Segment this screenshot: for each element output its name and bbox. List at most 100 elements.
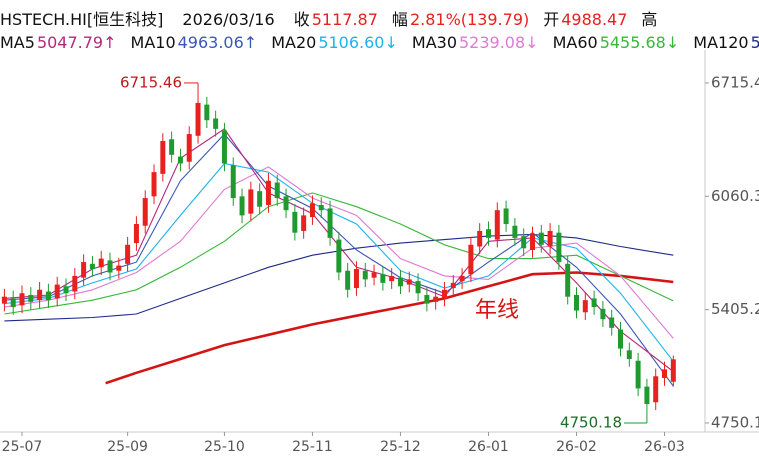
x-tick-label: 26-01 — [468, 439, 509, 455]
candle-body — [125, 244, 131, 264]
candle-body — [265, 180, 271, 205]
candle-body — [239, 196, 245, 216]
symbol: HSTECH.HI[恒生科技] — [0, 10, 164, 29]
x-tick-label: 25-12 — [380, 439, 421, 455]
candle-body — [204, 104, 210, 121]
candle-body — [529, 234, 535, 250]
legend-value: 4963.06↑ — [177, 33, 258, 52]
candle-body — [345, 270, 351, 290]
candle-body — [107, 260, 113, 273]
candle-body — [618, 329, 624, 349]
candle-body — [81, 262, 87, 278]
candle-body — [195, 102, 201, 136]
candle-body — [459, 275, 465, 282]
field-label: 收 — [293, 10, 310, 29]
field-label: 高 — [641, 10, 658, 29]
year-line — [105, 271, 674, 385]
candle-body — [336, 239, 342, 273]
candle-body — [19, 293, 25, 306]
candle-body — [653, 376, 659, 403]
x-tick-label: 25-11 — [292, 439, 333, 455]
x-tick-label: 26-03 — [644, 439, 685, 455]
candle-body — [397, 277, 403, 287]
candle-body — [248, 189, 254, 214]
candle-body — [213, 118, 219, 129]
candle-body — [433, 296, 439, 302]
candle-body — [151, 172, 157, 197]
x-tick-label: 25-07 — [2, 439, 43, 455]
min-label: 4750.18 — [560, 413, 622, 431]
legend-value: 5106.60↓ — [318, 33, 398, 52]
candle-body — [133, 224, 139, 244]
candle-body — [28, 294, 34, 302]
candle-body — [609, 317, 615, 328]
candle-body — [221, 130, 227, 164]
candle-body — [353, 269, 359, 289]
candle-body — [1, 296, 7, 304]
candle-body — [468, 244, 474, 275]
candle-body — [380, 274, 386, 283]
field-value: 5117.87 — [311, 10, 378, 29]
candle-body — [37, 289, 43, 301]
candle-body — [591, 298, 597, 308]
ma-line — [4, 233, 674, 322]
legend-value: 5047.79↑ — [36, 33, 117, 52]
legend-value: 5239.08↓ — [459, 33, 539, 52]
ma-legend: MA5 5047.79↑ MA10 4963.06↑ MA20 5106.60↓ MA30 5… — [0, 33, 759, 52]
candle-body — [600, 308, 606, 320]
candle-body — [318, 204, 324, 211]
candle-body — [116, 265, 122, 271]
candle-body — [142, 198, 148, 226]
candle-body — [538, 232, 544, 245]
quote-header: HSTECH.HI[恒生科技] 2026/03/16 收 5117.87 幅 2.81… — [0, 6, 759, 30]
legend-name: MA60 — [552, 33, 598, 52]
y-tick-label: 4750.18 — [711, 413, 759, 431]
candle-body — [582, 300, 588, 313]
year-line-label: 年线 — [475, 298, 519, 323]
legend-name: MA120 — [693, 33, 749, 52]
candle-body — [160, 140, 166, 174]
candle-body — [389, 275, 395, 282]
field-label: 幅 — [391, 10, 408, 29]
legend-name: MA30 — [411, 33, 457, 52]
candle-body — [301, 215, 307, 231]
y-tick-label: 5405.27 — [711, 300, 759, 318]
candle-body — [309, 203, 315, 218]
legend-name: MA10 — [130, 33, 176, 52]
candle-body — [327, 208, 333, 238]
y-tick-label: 6060.37 — [711, 187, 759, 205]
candle-body — [565, 263, 571, 297]
candle-body — [503, 208, 509, 225]
candle-body — [670, 359, 676, 382]
candle-body — [415, 281, 421, 294]
candle-body — [644, 386, 650, 404]
candle-body — [424, 294, 430, 304]
candle-body — [477, 230, 483, 247]
candle-body — [512, 225, 518, 238]
x-tick-label: 26-02 — [556, 439, 597, 455]
candle-body — [626, 350, 632, 359]
candle-body — [63, 286, 69, 294]
candle-body — [521, 236, 527, 249]
candle-body — [89, 263, 95, 270]
candle-body — [573, 294, 579, 311]
candle-body — [98, 258, 104, 268]
candle-body — [547, 230, 553, 247]
field-value: 2.81%(139.79) — [409, 10, 530, 29]
ma-line — [4, 162, 674, 362]
legend-name: MA20 — [271, 33, 317, 52]
legend-value: 5455.68↓ — [599, 33, 680, 52]
candle-body — [54, 284, 60, 299]
candle-body — [169, 139, 175, 155]
candle-body — [406, 279, 412, 285]
field-value: 4988.47 — [561, 10, 628, 29]
candle-body — [292, 211, 298, 233]
candle-body — [45, 291, 51, 301]
candle-body — [283, 196, 289, 211]
field-label: 开 — [543, 10, 560, 29]
candle-body — [186, 134, 192, 162]
candle-body — [371, 272, 377, 278]
ma-line — [4, 192, 674, 315]
